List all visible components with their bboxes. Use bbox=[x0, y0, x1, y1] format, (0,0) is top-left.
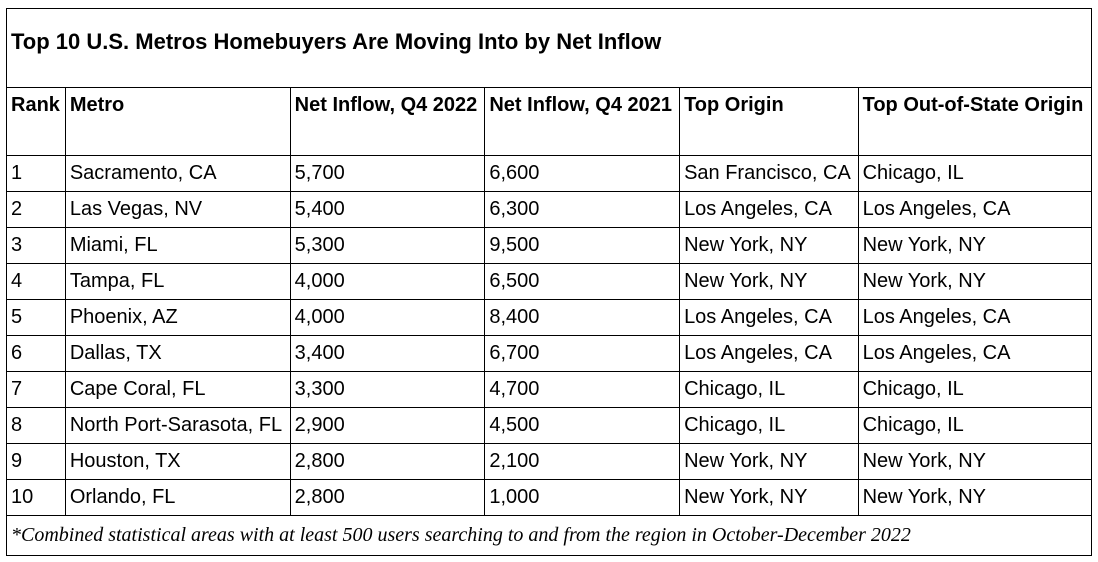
cell-origin: San Francisco, CA bbox=[680, 155, 859, 191]
cell-metro: Las Vegas, NV bbox=[65, 191, 290, 227]
col-metro: Metro bbox=[65, 87, 290, 155]
cell-oos: Chicago, IL bbox=[858, 407, 1091, 443]
cell-metro: Houston, TX bbox=[65, 443, 290, 479]
cell-q21: 6,500 bbox=[485, 263, 680, 299]
cell-q21: 2,100 bbox=[485, 443, 680, 479]
col-rank: Rank bbox=[7, 87, 66, 155]
cell-rank: 7 bbox=[7, 371, 66, 407]
cell-origin: Los Angeles, CA bbox=[680, 335, 859, 371]
cell-q22: 5,700 bbox=[290, 155, 485, 191]
cell-rank: 3 bbox=[7, 227, 66, 263]
cell-q21: 1,000 bbox=[485, 479, 680, 515]
table-row: 3 Miami, FL 5,300 9,500 New York, NY New… bbox=[7, 227, 1092, 263]
table-row: 1 Sacramento, CA 5,700 6,600 San Francis… bbox=[7, 155, 1092, 191]
cell-q22: 3,300 bbox=[290, 371, 485, 407]
col-origin: Top Origin bbox=[680, 87, 859, 155]
cell-metro: Orlando, FL bbox=[65, 479, 290, 515]
cell-metro: North Port-Sarasota, FL bbox=[65, 407, 290, 443]
table-row: 10 Orlando, FL 2,800 1,000 New York, NY … bbox=[7, 479, 1092, 515]
table-title: Top 10 U.S. Metros Homebuyers Are Moving… bbox=[7, 9, 1092, 88]
cell-q21: 6,600 bbox=[485, 155, 680, 191]
cell-oos: New York, NY bbox=[858, 227, 1091, 263]
cell-origin: New York, NY bbox=[680, 227, 859, 263]
cell-q22: 5,400 bbox=[290, 191, 485, 227]
table-row: 5 Phoenix, AZ 4,000 8,400 Los Angeles, C… bbox=[7, 299, 1092, 335]
cell-rank: 8 bbox=[7, 407, 66, 443]
cell-oos: Chicago, IL bbox=[858, 371, 1091, 407]
cell-metro: Miami, FL bbox=[65, 227, 290, 263]
cell-rank: 5 bbox=[7, 299, 66, 335]
cell-q22: 2,800 bbox=[290, 443, 485, 479]
cell-metro: Dallas, TX bbox=[65, 335, 290, 371]
cell-q22: 5,300 bbox=[290, 227, 485, 263]
table-row: 6 Dallas, TX 3,400 6,700 Los Angeles, CA… bbox=[7, 335, 1092, 371]
cell-q22: 2,900 bbox=[290, 407, 485, 443]
cell-oos: Los Angeles, CA bbox=[858, 335, 1091, 371]
cell-metro: Sacramento, CA bbox=[65, 155, 290, 191]
cell-q21: 9,500 bbox=[485, 227, 680, 263]
cell-rank: 6 bbox=[7, 335, 66, 371]
cell-q22: 4,000 bbox=[290, 299, 485, 335]
table-row: 4 Tampa, FL 4,000 6,500 New York, NY New… bbox=[7, 263, 1092, 299]
cell-q21: 8,400 bbox=[485, 299, 680, 335]
cell-oos: New York, NY bbox=[858, 443, 1091, 479]
footnote-row: *Combined statistical areas with at leas… bbox=[7, 515, 1092, 555]
cell-rank: 2 bbox=[7, 191, 66, 227]
cell-oos: Los Angeles, CA bbox=[858, 191, 1091, 227]
cell-q22: 3,400 bbox=[290, 335, 485, 371]
table-container: Top 10 U.S. Metros Homebuyers Are Moving… bbox=[0, 0, 1098, 562]
col-oos: Top Out-of-State Origin bbox=[858, 87, 1091, 155]
cell-origin: Chicago, IL bbox=[680, 407, 859, 443]
cell-q22: 2,800 bbox=[290, 479, 485, 515]
header-row: Rank Metro Net Inflow, Q4 2022 Net Inflo… bbox=[7, 87, 1092, 155]
table-row: 9 Houston, TX 2,800 2,100 New York, NY N… bbox=[7, 443, 1092, 479]
table-row: 8 North Port-Sarasota, FL 2,900 4,500 Ch… bbox=[7, 407, 1092, 443]
cell-origin: New York, NY bbox=[680, 479, 859, 515]
cell-metro: Tampa, FL bbox=[65, 263, 290, 299]
col-q4-2021: Net Inflow, Q4 2021 bbox=[485, 87, 680, 155]
metro-inflow-table: Top 10 U.S. Metros Homebuyers Are Moving… bbox=[6, 8, 1092, 556]
cell-rank: 9 bbox=[7, 443, 66, 479]
cell-q21: 6,300 bbox=[485, 191, 680, 227]
cell-q21: 4,700 bbox=[485, 371, 680, 407]
cell-rank: 1 bbox=[7, 155, 66, 191]
cell-oos: Los Angeles, CA bbox=[858, 299, 1091, 335]
cell-q22: 4,000 bbox=[290, 263, 485, 299]
cell-origin: New York, NY bbox=[680, 443, 859, 479]
cell-origin: Chicago, IL bbox=[680, 371, 859, 407]
cell-metro: Cape Coral, FL bbox=[65, 371, 290, 407]
cell-oos: Chicago, IL bbox=[858, 155, 1091, 191]
cell-rank: 10 bbox=[7, 479, 66, 515]
table-row: 7 Cape Coral, FL 3,300 4,700 Chicago, IL… bbox=[7, 371, 1092, 407]
cell-origin: Los Angeles, CA bbox=[680, 299, 859, 335]
col-q4-2022: Net Inflow, Q4 2022 bbox=[290, 87, 485, 155]
cell-q21: 6,700 bbox=[485, 335, 680, 371]
cell-origin: New York, NY bbox=[680, 263, 859, 299]
cell-origin: Los Angeles, CA bbox=[680, 191, 859, 227]
cell-oos: New York, NY bbox=[858, 263, 1091, 299]
cell-q21: 4,500 bbox=[485, 407, 680, 443]
cell-rank: 4 bbox=[7, 263, 66, 299]
table-row: 2 Las Vegas, NV 5,400 6,300 Los Angeles,… bbox=[7, 191, 1092, 227]
title-row: Top 10 U.S. Metros Homebuyers Are Moving… bbox=[7, 9, 1092, 88]
cell-metro: Phoenix, AZ bbox=[65, 299, 290, 335]
cell-oos: New York, NY bbox=[858, 479, 1091, 515]
table-footnote: *Combined statistical areas with at leas… bbox=[7, 515, 1092, 555]
